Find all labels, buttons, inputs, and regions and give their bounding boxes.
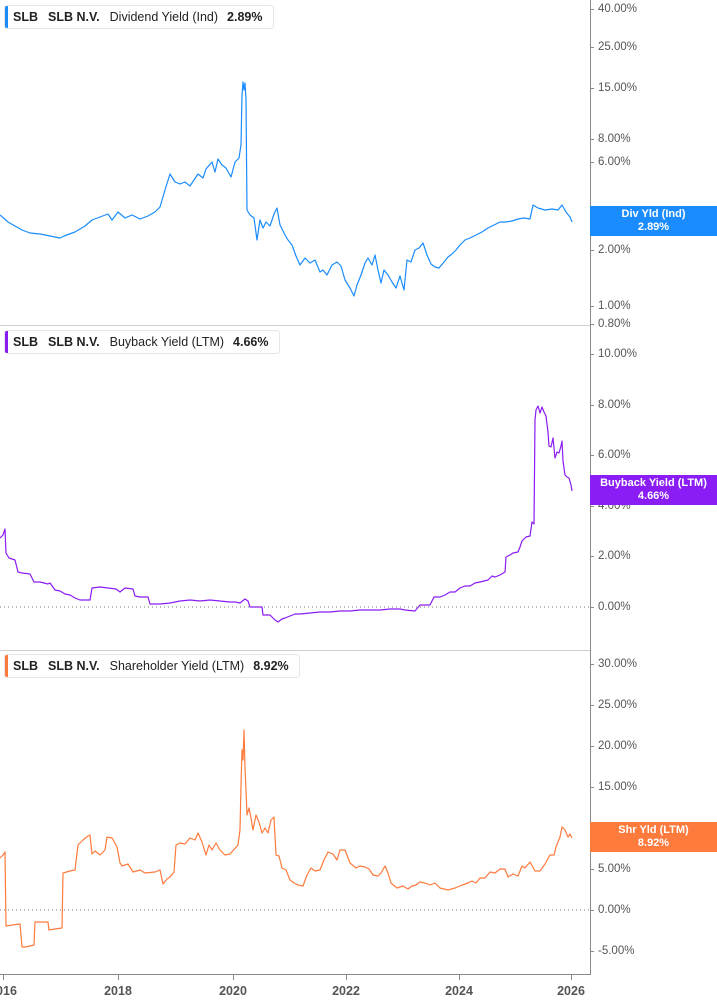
y-tick-label: 10.00% — [589, 348, 638, 360]
x-tick-mark — [346, 975, 347, 980]
legend-metric: Shareholder Yield (LTM) — [109, 659, 245, 673]
buyback-yield-line — [0, 405, 573, 623]
y-tick-label: 40.00% — [589, 3, 638, 15]
tag-value: 8.92% — [637, 837, 670, 849]
tag-label: Div Yld (Ind) — [621, 208, 686, 220]
tag-value: 2.89% — [637, 221, 670, 233]
shareholder-yield-legend[interactable]: SLB SLB N.V. Shareholder Yield (LTM) 8.9… — [4, 654, 300, 678]
shareholder-yield-line — [0, 729, 573, 948]
legend-color-bar — [5, 655, 8, 677]
legend-value: 2.89% — [227, 10, 263, 24]
y-tick-label: 15.00% — [589, 781, 638, 793]
y-tick-label: 15.00% — [589, 82, 638, 94]
legend-metric: Dividend Yield (Ind) — [109, 10, 219, 24]
y-tick-label: 6.00% — [590, 449, 631, 461]
legend-metric: Buyback Yield (LTM) — [109, 335, 225, 349]
y-tick-label: 6.00% — [590, 156, 631, 168]
x-tick-label: 2016 — [0, 984, 17, 998]
dividend-yield-legend[interactable]: SLB SLB N.V. Dividend Yield (Ind) 2.89% — [4, 5, 274, 29]
y-tick-label: 2.00% — [590, 244, 631, 256]
y-tick-label: 1.00% — [590, 300, 631, 312]
dividend-yield-panel: SLB SLB N.V. Dividend Yield (Ind) 2.89% — [0, 0, 717, 325]
y-tick-label: 25.00% — [589, 699, 638, 711]
y-tick-label: 0.00% — [590, 601, 631, 613]
legend-company: SLB N.V. — [48, 335, 100, 349]
buyback-yield-panel: SLB SLB N.V. Buyback Yield (LTM) 4.66% — [0, 330, 590, 623]
x-tick-label: 2026 — [557, 984, 585, 998]
y-tick-label: 0.80% — [590, 318, 631, 330]
tag-value: 4.66% — [637, 490, 670, 502]
panel-divider[interactable] — [0, 325, 590, 326]
legend-value: 4.66% — [233, 335, 269, 349]
y-tick-label: -5.00% — [589, 945, 635, 957]
x-tick-label: 2018 — [104, 984, 132, 998]
legend-company: SLB N.V. — [48, 10, 100, 24]
tag-label: Shr Yld (LTM) — [618, 824, 689, 836]
buyback-yield-plot — [0, 405, 590, 623]
x-tick-mark — [571, 975, 572, 980]
dividend-yield-plot — [0, 81, 573, 297]
y-tick-label: 2.00% — [590, 550, 631, 562]
buyback-yield-value-tag: Buyback Yield (LTM) 4.66% — [590, 475, 717, 505]
y-tick-label: 8.00% — [590, 399, 631, 411]
x-tick-mark — [459, 975, 460, 980]
x-tick-label: 2022 — [332, 984, 360, 998]
y-tick-label: 0.00% — [590, 904, 631, 916]
shareholder-yield-plot — [0, 729, 590, 948]
dividend-yield-value-tag: Div Yld (Ind) 2.89% — [590, 206, 717, 236]
legend-ticker: SLB — [13, 659, 38, 673]
legend-company: SLB N.V. — [48, 659, 100, 673]
shareholder-yield-value-tag: Shr Yld (LTM) 8.92% — [590, 822, 717, 852]
y-tick-label: 30.00% — [589, 658, 638, 670]
y-tick-label: 8.00% — [590, 133, 631, 145]
legend-color-bar — [5, 331, 8, 353]
dividend-yield-line — [0, 81, 573, 297]
tag-label: Buyback Yield (LTM) — [600, 477, 707, 489]
legend-value: 8.92% — [253, 659, 289, 673]
x-tick-label: 2024 — [445, 984, 473, 998]
y-tick-label: 20.00% — [589, 740, 638, 752]
shareholder-yield-panel: SLB SLB N.V. Shareholder Yield (LTM) 8.9… — [0, 654, 590, 948]
legend-ticker: SLB — [13, 10, 38, 24]
y-tick-label: 25.00% — [589, 41, 638, 53]
legend-ticker: SLB — [13, 335, 38, 349]
buyback-yield-legend[interactable]: SLB SLB N.V. Buyback Yield (LTM) 4.66% — [4, 330, 280, 354]
x-axis-line — [0, 974, 590, 975]
legend-color-bar — [5, 6, 8, 28]
x-tick-mark — [118, 975, 119, 980]
panel-divider[interactable] — [0, 650, 590, 651]
y-tick-label: 5.00% — [590, 863, 631, 875]
x-tick-mark — [3, 975, 4, 980]
x-tick-mark — [233, 975, 234, 980]
x-tick-label: 2020 — [219, 984, 247, 998]
